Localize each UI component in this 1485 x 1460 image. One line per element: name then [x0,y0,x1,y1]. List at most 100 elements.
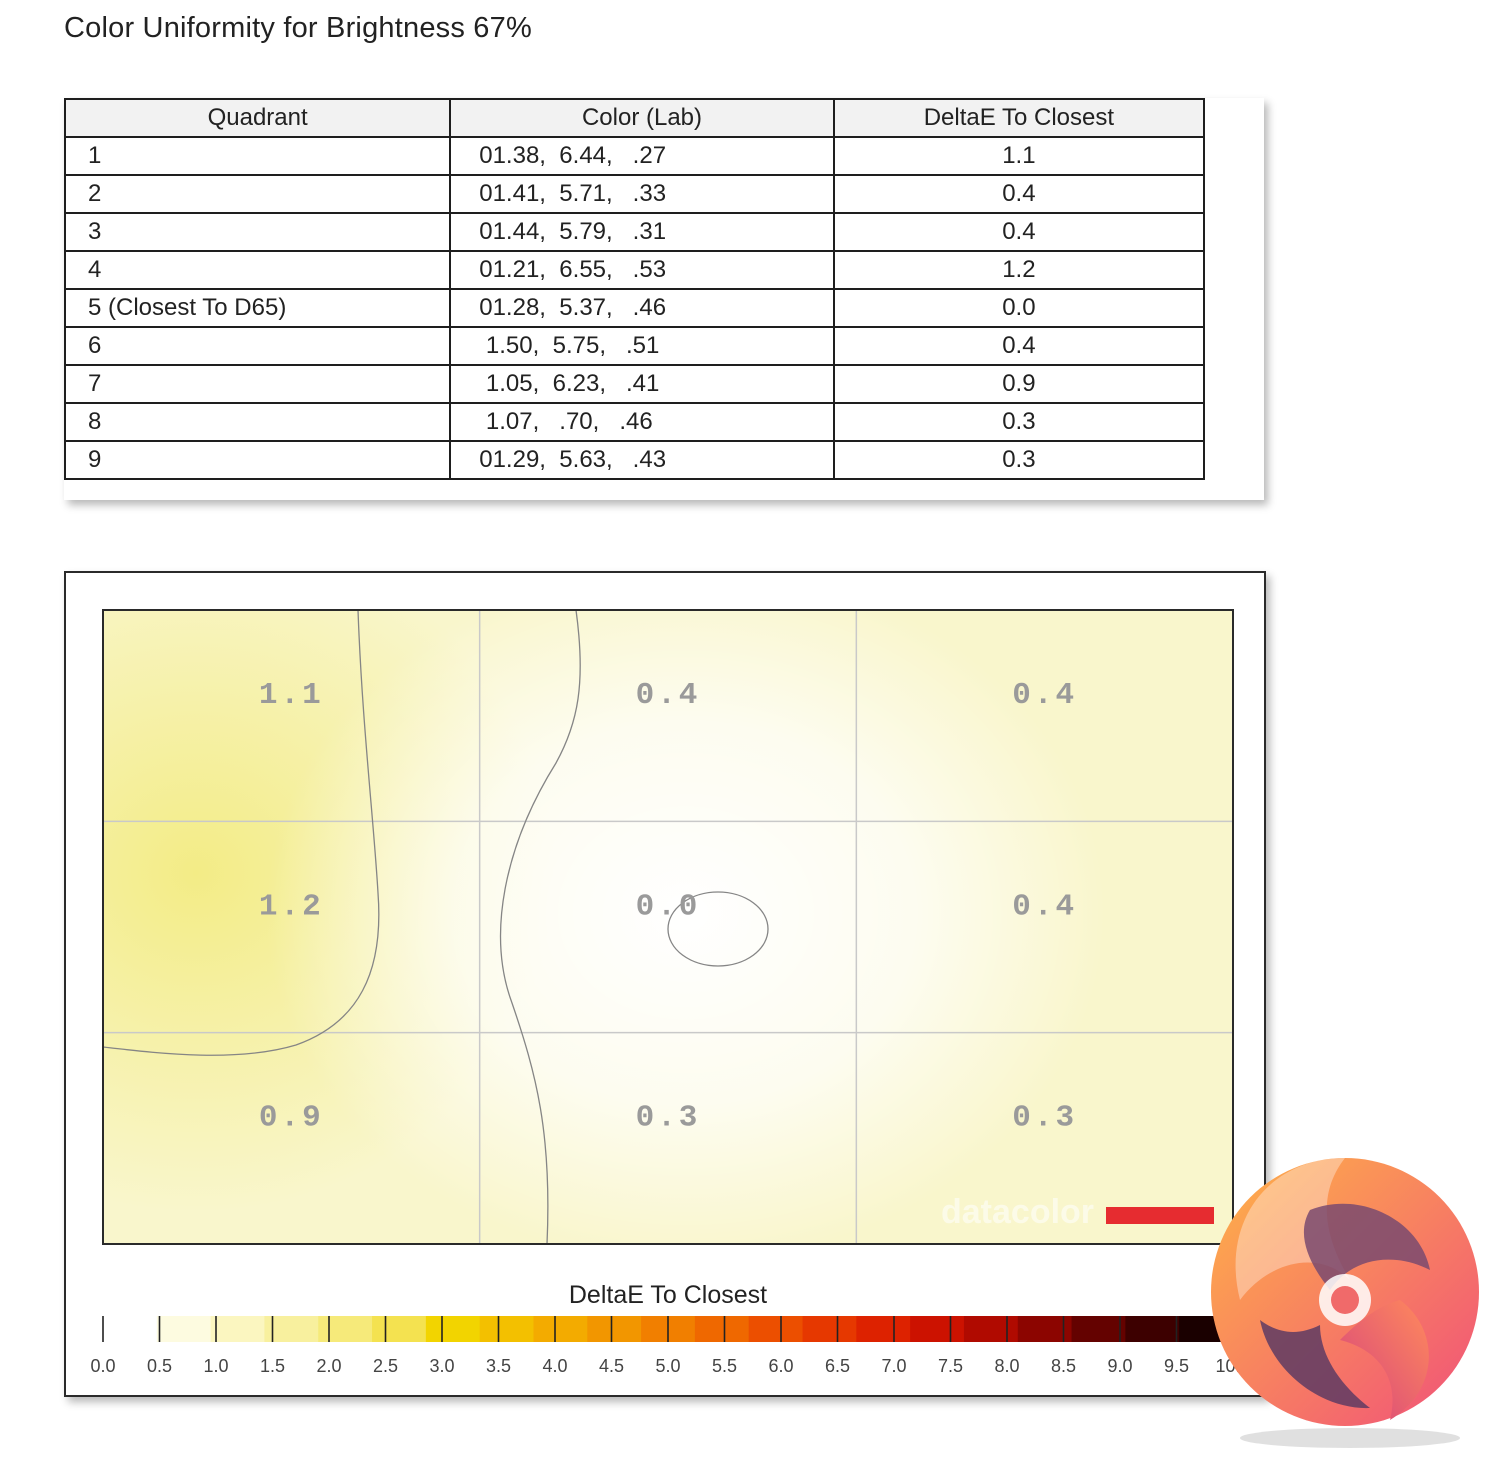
heatmap-cell-label: 0.3 [636,1101,701,1136]
quadrant-cell: 1 [63,136,452,176]
colorbar-segment [264,1316,319,1342]
colorbar-tick-label: 0.0 [90,1356,115,1376]
deltae-cell: 0.4 [832,174,1206,214]
uniformity-heatmap: 1.1 0.4 0.4 1.2 0.0 0.4 0.9 0.3 0.3 datacolor De… [90,609,1251,1376]
color-lab-cell: 01.41, 5.71, .33 [449,174,835,214]
table-row: 3 01.44, 5.79, .31 0.4 [63,212,1206,252]
table-row: 7 1.05, 6.23, .41 0.9 [63,364,1206,404]
colorbar-segment [910,1316,965,1342]
colorbar-segment [1071,1316,1126,1342]
color-lab-cell: 01.38, 6.44, .27 [449,136,835,176]
header-deltae: DeltaE To Closest [832,98,1206,138]
colorbar-tick-label: 5.5 [712,1356,737,1376]
page-title: Color Uniformity for Brightness 67% [64,12,532,44]
colorbar-segment [425,1316,481,1342]
colorbar-segment [103,1316,158,1342]
quadrant-cell: 4 [63,250,452,290]
colorbar-tick-label: 0.5 [147,1356,172,1376]
deltae-cell: 1.1 [832,136,1206,176]
colorbar-segment [748,1316,804,1342]
colorbar-segment [1125,1316,1180,1342]
table-row: 4 01.21, 6.55, .53 1.2 [63,250,1206,290]
heatmap-cell-label: 0.3 [1012,1101,1077,1136]
uniformity-table-card: Quadrant Color (Lab) DeltaE To Closest 1… [63,98,1264,500]
datacolor-watermark: datacolor [941,1193,1094,1231]
colorbar-segment [318,1316,373,1342]
colorbar-segment [694,1316,750,1342]
heatmap-contours [102,609,769,1245]
colorbar-tick-label: 9.5 [1164,1356,1189,1376]
colorbar-tick-label: 1.0 [203,1356,228,1376]
heatmap-cell-label: 1.2 [259,889,324,924]
colorbar-tick-label: 9.0 [1107,1356,1132,1376]
header-color-lab: Color (Lab) [449,98,835,138]
heatmap-cell-label: 0.4 [1012,678,1077,713]
color-lab-cell: 1.05, 6.23, .41 [449,364,835,404]
colorbar-tick-label: 8.5 [1051,1356,1076,1376]
table-row: 9 01.29, 5.63, .43 0.3 [63,440,1206,480]
heatmap-cell-label: 0.4 [1012,889,1077,924]
uniformity-heatmap-card: 1.1 0.4 0.4 1.2 0.0 0.4 0.9 0.3 0.3 datacolor De… [64,571,1266,1397]
quadrant-cell: 8 [63,402,452,442]
quadrant-cell: 5 (Closest To D65) [63,288,452,328]
colorbar-tick-label: 2.0 [316,1356,341,1376]
quadrant-cell: 7 [63,364,452,404]
table-header-row: Quadrant Color (Lab) DeltaE To Closest [63,98,1206,138]
quadrant-cell: 3 [63,212,452,252]
quadrant-cell: 9 [63,440,452,480]
table-row: 6 1.50, 5.75, .51 0.4 [63,326,1206,366]
color-lab-cell: 01.29, 5.63, .43 [449,440,835,480]
contour-line-middle [499,609,581,1245]
colorbar-segment [963,1316,1019,1342]
table-row: 2 01.41, 5.71, .33 0.4 [63,174,1206,214]
heatmap-cell-label: 0.0 [636,889,701,924]
colorbar-segment [210,1316,266,1342]
colorbar-segment [479,1316,535,1342]
colorbar-tick-label: 5.0 [655,1356,680,1376]
colorbar-tick-label: 4.5 [599,1356,624,1376]
deltae-cell: 0.9 [832,364,1206,404]
kitguru-logo [1211,1158,1479,1448]
heatmap-cell-label: 0.4 [636,678,701,713]
uniformity-table: Quadrant Color (Lab) DeltaE To Closest 1… [63,98,1206,480]
colorbar-segment [156,1316,212,1342]
deltae-cell: 0.4 [832,212,1206,252]
datacolor-brand-bar [1106,1207,1214,1224]
colorbar: 0.0 0.5 1.0 1.5 2.0 2.5 3.0 3.5 4.0 4.5 5.0 5.5 6.0 6… [90,1316,1251,1376]
deltae-cell: 1.2 [832,250,1206,290]
colorbar-tick-label: 6.5 [825,1356,850,1376]
colorbar-segment [587,1316,642,1342]
table-row: 5 (Closest To D65) 01.28, 5.37, .46 0.0 [63,288,1206,328]
color-lab-cell: 01.44, 5.79, .31 [449,212,835,252]
header-quadrant: Quadrant [63,98,452,138]
colorbar-tick-label: 7.0 [881,1356,906,1376]
quadrant-cell: 6 [63,326,452,366]
heatmap-cell-label: 0.9 [259,1101,324,1136]
colorbar-title: DeltaE To Closest [569,1281,767,1309]
heatmap-cell-label: 1.1 [259,678,324,713]
colorbar-tick-label: 2.5 [373,1356,398,1376]
colorbar-tick-label: 4.0 [542,1356,567,1376]
colorbar-tick-label: 1.5 [260,1356,285,1376]
color-lab-cell: 01.28, 5.37, .46 [449,288,835,328]
deltae-cell: 0.4 [832,326,1206,366]
color-lab-cell: 01.21, 6.55, .53 [449,250,835,290]
deltae-cell: 0.3 [832,440,1206,480]
table-row: 8 1.07, .70, .46 0.3 [63,402,1206,442]
colorbar-segment [856,1316,911,1342]
color-lab-cell: 1.07, .70, .46 [449,402,835,442]
quadrant-cell: 2 [63,174,452,214]
colorbar-segment [372,1316,427,1342]
colorbar-tick-label: 7.5 [938,1356,963,1376]
deltae-cell: 0.3 [832,402,1206,442]
colorbar-segment [802,1316,857,1342]
heatmap-center-glow [266,610,1106,1244]
colorbar-tick-label: 8.0 [994,1356,1019,1376]
contour-center-ring [667,891,769,967]
colorbar-tick-label: 3.0 [429,1356,454,1376]
table-row: 1 01.38, 6.44, .27 1.1 [63,136,1206,176]
colorbar-tick-label: 3.5 [486,1356,511,1376]
contour-line-left [102,609,380,1056]
deltae-cell: 0.0 [832,288,1206,328]
color-lab-cell: 1.50, 5.75, .51 [449,326,835,366]
